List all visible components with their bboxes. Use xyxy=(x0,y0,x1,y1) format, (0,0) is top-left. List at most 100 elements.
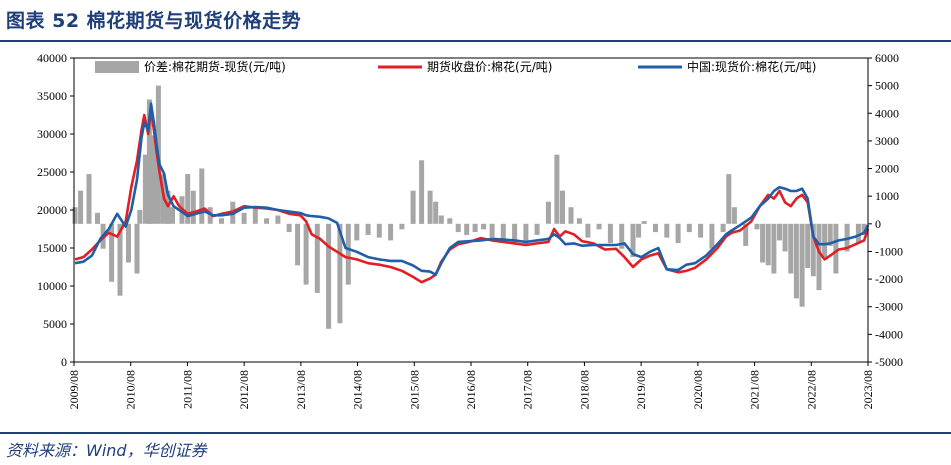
spread-bar xyxy=(410,190,416,224)
spread-bar xyxy=(354,223,360,241)
x-tick-label: 2009/08 xyxy=(67,370,81,409)
x-tick-label: 2013/08 xyxy=(294,370,308,409)
x-tick-label: 2022/08 xyxy=(804,370,818,409)
spread-bar xyxy=(596,223,602,230)
spread-bar xyxy=(822,223,828,257)
spread-bar xyxy=(810,223,816,277)
spread-bar xyxy=(326,223,332,329)
spread-bar xyxy=(207,207,213,224)
spread-bar xyxy=(861,223,867,235)
spread-bar xyxy=(760,223,766,263)
right-tick-label: -5000 xyxy=(875,355,903,369)
spread-bar xyxy=(799,223,805,307)
left-tick-label: 35000 xyxy=(37,89,67,103)
legend-item: 中国:现货价:棉花(元/吨) xyxy=(638,59,817,74)
spread-bar xyxy=(241,212,247,224)
spread-bar xyxy=(743,223,749,246)
spread-bar xyxy=(286,223,292,233)
right-tick-label: 6000 xyxy=(875,51,899,65)
spread-bar xyxy=(545,201,551,224)
price-lines xyxy=(74,102,870,284)
spread-bar xyxy=(489,223,495,238)
spread-bar xyxy=(698,223,704,238)
spread-bar xyxy=(560,190,565,224)
spread-bar xyxy=(95,212,100,224)
spread-bar xyxy=(433,201,439,224)
left-tick-label: 25000 xyxy=(37,165,67,179)
spread-bar xyxy=(816,223,822,291)
spread-bar xyxy=(303,223,309,285)
x-tick-label: 2023/08 xyxy=(861,370,875,409)
spread-bar xyxy=(709,223,715,249)
spread-bar xyxy=(170,207,175,224)
spread-bar xyxy=(554,154,560,224)
spread-bar xyxy=(777,223,782,241)
spread-bar xyxy=(793,223,799,299)
right-tick-label: -4000 xyxy=(875,327,903,341)
x-tick-label: 2017/08 xyxy=(521,370,535,409)
spread-bar xyxy=(788,223,794,274)
spread-bar xyxy=(464,223,470,235)
legend-label: 中国:现货价:棉花(元/吨) xyxy=(687,59,817,74)
spread-bar xyxy=(455,223,461,233)
spread-bar xyxy=(86,174,92,224)
source-note: 资料来源：Wind，华创证券 xyxy=(6,441,207,460)
spread-bar xyxy=(686,223,692,233)
chart-title: 图表 52 棉花期货与现货价格走势 xyxy=(6,10,302,32)
spread-bar xyxy=(427,190,433,224)
left-tick-label: 15000 xyxy=(37,241,67,255)
x-tick-label: 2014/08 xyxy=(351,370,365,409)
spread-bar xyxy=(264,218,270,224)
spread-bar xyxy=(134,223,140,274)
x-tick-label: 2019/08 xyxy=(634,370,648,409)
spread-bar xyxy=(619,223,625,249)
spread-bar xyxy=(576,218,582,224)
left-tick-label: 5000 xyxy=(43,317,67,331)
left-tick-label: 20000 xyxy=(37,203,67,217)
x-tick-label: 2021/08 xyxy=(748,370,762,409)
spread-bar xyxy=(337,223,343,324)
right-tick-label: 2000 xyxy=(875,162,899,176)
spread-bar xyxy=(568,207,574,224)
spread-bar xyxy=(512,223,518,244)
spread-bar xyxy=(472,223,478,233)
spot-price-line xyxy=(74,102,870,276)
chart-axes: 0500010000150002000025000300003500040000… xyxy=(37,51,903,409)
spread-bar xyxy=(376,223,382,238)
spread-bar xyxy=(523,223,529,246)
left-tick-label: 40000 xyxy=(37,51,67,65)
legend-label: 价差:棉花期货-现货(元/吨) xyxy=(144,59,286,74)
spread-bar xyxy=(675,223,681,244)
spread-bar xyxy=(720,223,726,233)
spread-bar xyxy=(754,223,760,230)
right-tick-label: -3000 xyxy=(875,300,903,314)
spread-bar xyxy=(653,223,658,233)
spread-bar xyxy=(771,223,777,274)
spread-bar xyxy=(827,223,833,246)
spread-bar xyxy=(607,223,613,244)
spread-bar xyxy=(782,223,788,252)
spread-bar xyxy=(833,223,839,274)
legend-item: 期货收盘价:棉花(元/吨) xyxy=(378,59,552,74)
x-tick-label: 2018/08 xyxy=(577,370,591,409)
spread-bars xyxy=(72,85,867,329)
spread-bar xyxy=(190,190,196,224)
spread-bar xyxy=(109,223,115,282)
left-tick-label: 10000 xyxy=(37,279,67,293)
x-tick-label: 2010/08 xyxy=(124,370,138,409)
spread-bar xyxy=(765,223,771,266)
legend-label: 期货收盘价:棉花(元/吨) xyxy=(427,59,552,74)
x-tick-label: 2016/08 xyxy=(464,370,478,409)
spread-bar xyxy=(438,215,444,224)
spread-bar xyxy=(72,207,78,224)
spread-bar xyxy=(345,223,351,285)
right-tick-label: 4000 xyxy=(875,106,899,120)
spread-bar xyxy=(399,223,405,230)
legend-item: 价差:棉花期货-现货(元/吨) xyxy=(95,59,286,74)
right-tick-label: 1000 xyxy=(875,189,899,203)
spread-bar xyxy=(419,160,425,224)
x-tick-label: 2015/08 xyxy=(407,370,421,409)
spread-bar xyxy=(185,174,191,224)
spread-bar xyxy=(500,223,506,241)
spread-bar xyxy=(636,223,642,238)
